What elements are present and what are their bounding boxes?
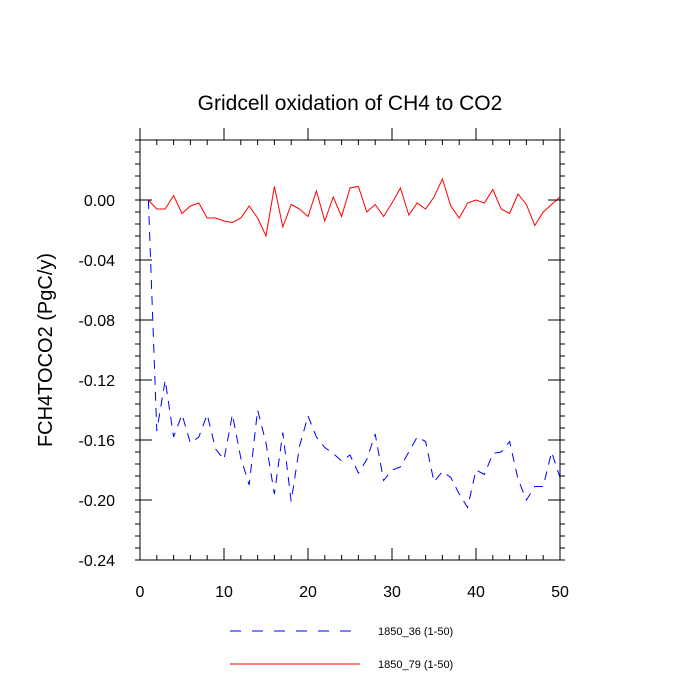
plot-frame: [139, 139, 561, 561]
legend: 1850_36 (1-50) 1850_79 (1-50): [230, 626, 453, 671]
chart-title: Gridcell oxidation of CH4 to CO2: [198, 92, 503, 115]
y-tick-label: -0.16: [79, 433, 116, 450]
legend-label: 1850_79 (1-50): [378, 659, 453, 671]
plot-series: [147, 177, 561, 509]
x-tick-label: 30: [383, 584, 401, 601]
y-tick-label: -0.08: [79, 313, 116, 330]
x-tick-label: 50: [551, 584, 569, 601]
y-tick-label: -0.04: [79, 253, 116, 270]
x-tick-label: 10: [215, 584, 233, 601]
y-tick-label: -0.12: [79, 373, 116, 390]
series-line-dashed: [147, 199, 561, 509]
minor-ticks: [135, 139, 565, 561]
series-line-solid: [148, 177, 561, 238]
y-tick-label: 0.00: [84, 193, 115, 210]
y-axis-label: FCH4TOCO2 (PgC/y): [35, 253, 57, 447]
x-tick-label: 0: [136, 584, 145, 601]
tick-labels: 0 10 20 30 40 50 -0.24 -0.20 -0.16 -0.12 -0.08 -0.0…: [79, 193, 569, 601]
legend-label: 1850_36 (1-50): [378, 626, 453, 638]
y-tick-label: -0.24: [79, 553, 116, 570]
x-tick-label: 20: [299, 584, 317, 601]
major-ticks: [139, 128, 561, 561]
y-tick-label: -0.20: [79, 493, 116, 510]
x-tick-label: 40: [467, 584, 485, 601]
